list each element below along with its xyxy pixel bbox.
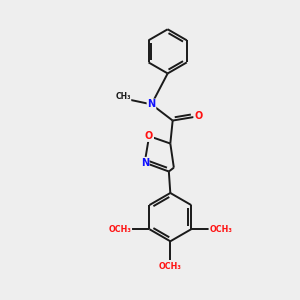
Text: OCH₃: OCH₃ xyxy=(109,225,131,234)
Text: O: O xyxy=(194,111,202,122)
Text: OCH₃: OCH₃ xyxy=(159,262,182,271)
Text: CH₃: CH₃ xyxy=(115,92,131,101)
Text: N: N xyxy=(147,99,155,110)
Text: N: N xyxy=(141,158,149,168)
Text: OCH₃: OCH₃ xyxy=(209,225,232,234)
Text: O: O xyxy=(145,131,153,141)
